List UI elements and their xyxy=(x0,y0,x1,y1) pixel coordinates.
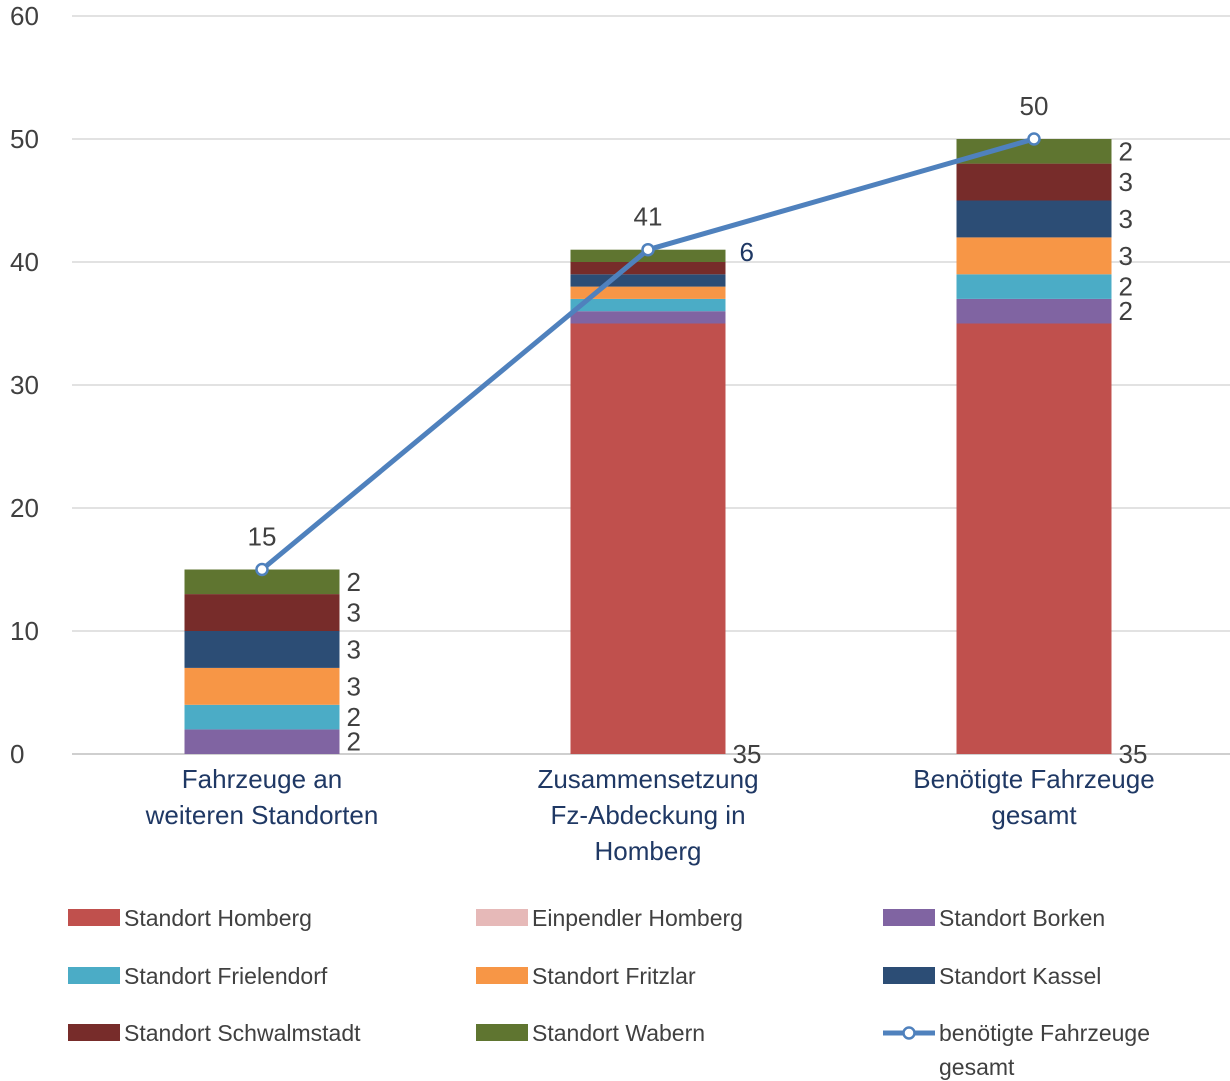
bars xyxy=(184,139,1112,754)
data-label: 2 xyxy=(347,567,361,597)
data-label: 2 xyxy=(1119,136,1133,166)
bar-segment xyxy=(570,262,726,275)
bar-segment xyxy=(184,594,340,631)
bar-segment xyxy=(184,667,340,705)
data-label: 2 xyxy=(347,727,361,757)
data-label: 3 xyxy=(1119,241,1133,271)
line-data-label: 41 xyxy=(634,202,663,232)
x-axis: Fahrzeuge an weiteren Standorten Zusammens… xyxy=(145,764,1155,866)
total-line xyxy=(255,132,1041,577)
line-data-label: 15 xyxy=(248,522,277,552)
bar-segment xyxy=(956,200,1112,238)
bar-segment xyxy=(570,274,726,287)
bar-segment xyxy=(570,286,726,299)
legend-label: Standort Wabern xyxy=(532,1020,705,1046)
legend-label: Standort Fritzlar xyxy=(532,963,696,989)
bar-segment xyxy=(956,323,1112,754)
data-label: 3 xyxy=(347,671,361,701)
bar-segment xyxy=(956,298,1112,324)
data-label: 2 xyxy=(1119,272,1133,302)
y-tick-label: 50 xyxy=(10,124,39,154)
y-tick-label: 20 xyxy=(10,493,39,523)
legend-label: Standort Borken xyxy=(939,905,1105,931)
legend-swatch xyxy=(476,1024,528,1041)
y-tick-label: 40 xyxy=(10,247,39,277)
data-label: 35 xyxy=(1119,739,1148,769)
legend-swatch xyxy=(883,909,935,926)
total-line-marker xyxy=(1027,132,1041,146)
y-tick-label: 10 xyxy=(10,616,39,646)
bar-segment xyxy=(956,274,1112,299)
data-label: 6 xyxy=(740,237,754,267)
legend-label: gesamt xyxy=(939,1054,1015,1080)
data-label: 35 xyxy=(733,739,762,769)
legend-label: Standort Frielendorf xyxy=(124,963,328,989)
legend-swatch xyxy=(476,967,528,984)
total-line-marker xyxy=(641,242,655,257)
bar-segment xyxy=(956,237,1112,275)
x-category-label: Homberg xyxy=(595,836,702,866)
legend-label: benötigte Fahrzeuge xyxy=(939,1020,1150,1046)
bar-segment xyxy=(570,323,726,754)
data-label: 3 xyxy=(1119,167,1133,197)
legend-marker xyxy=(902,1026,916,1040)
total-line-marker xyxy=(255,562,269,577)
y-tick-label: 0 xyxy=(10,739,24,769)
bar-segment xyxy=(184,704,340,730)
bar-segment xyxy=(570,298,726,312)
bar-segment xyxy=(956,163,1112,201)
y-tick-label: 60 xyxy=(10,1,39,31)
legend-label: Standort Kassel xyxy=(939,963,1101,989)
legend-label: Einpendler Homberg xyxy=(532,905,743,931)
bar-segment xyxy=(184,631,340,668)
y-tick-label: 30 xyxy=(10,370,39,400)
x-category-label: Fz-Abdeckung in xyxy=(550,800,745,830)
data-label: 3 xyxy=(1119,204,1133,234)
x-category-label: Fahrzeuge an xyxy=(182,764,342,794)
data-label: 3 xyxy=(347,634,361,664)
legend-swatch xyxy=(883,967,935,984)
bar-segment xyxy=(184,729,340,754)
bar-segment xyxy=(570,311,726,324)
legend: Standort Homberg Einpendler Homberg Stando… xyxy=(68,905,1150,1080)
data-label: 2 xyxy=(347,702,361,732)
data-label: 2 xyxy=(1119,296,1133,326)
x-category-label: gesamt xyxy=(991,800,1077,830)
legend-swatch xyxy=(68,909,120,926)
legend-swatch xyxy=(68,1024,120,1041)
x-category-label: Benötigte Fahrzeuge xyxy=(913,764,1154,794)
x-category-label: Zusammensetzung xyxy=(537,764,758,794)
legend-label: Standort Schwalmstadt xyxy=(124,1020,361,1046)
data-label: 3 xyxy=(347,598,361,628)
x-category-label: weiteren Standorten xyxy=(145,800,379,830)
legend-swatch xyxy=(68,967,120,984)
y-axis: 0 10 20 30 40 50 60 xyxy=(10,1,39,769)
legend-swatch xyxy=(476,909,528,926)
legend-label: Standort Homberg xyxy=(124,905,312,931)
line-data-label: 50 xyxy=(1020,91,1049,121)
